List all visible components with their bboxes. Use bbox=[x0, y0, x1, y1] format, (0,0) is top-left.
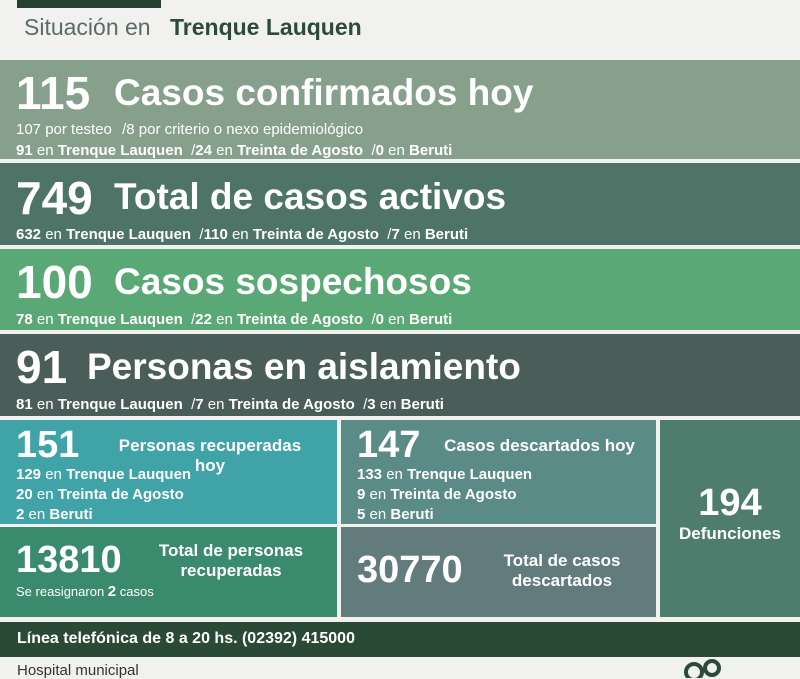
sospechosos-number: 100 bbox=[16, 256, 93, 308]
sospechosos-title: Casos sospechosos bbox=[114, 261, 472, 302]
recuperadas-row-1: 129 en Trenque Lauquen bbox=[16, 466, 192, 483]
recuperadas-title-line1: Personas recuperadas bbox=[118, 436, 302, 455]
recuperadas-number: 151 bbox=[16, 424, 80, 466]
defunciones-label: Defunciones bbox=[678, 524, 782, 543]
total-descartados-number: 30770 bbox=[357, 549, 463, 591]
header-city: Trenque Lauquen bbox=[170, 14, 362, 40]
confirmados-number: 115 bbox=[16, 67, 91, 119]
defunciones-number: 194 bbox=[698, 482, 762, 524]
total-descartados-label-line2: descartados bbox=[511, 571, 613, 590]
total-descartados-panel: 30770 Total de casos descartados bbox=[341, 527, 656, 617]
activos-title: Total de casos activos bbox=[114, 176, 507, 217]
activos-line: 632 en Trenque Lauquen /110 en Treinta d… bbox=[16, 226, 469, 243]
activos-panel: 749 Total de casos activos 632 en Trenqu… bbox=[0, 163, 800, 245]
total-recuperadas-label-line1: Total de personas bbox=[158, 541, 304, 560]
aislamiento-panel: 91 Personas en aislamiento 81 en Trenque… bbox=[0, 334, 800, 416]
page-header: Situación en Trenque Lauquen bbox=[0, 8, 800, 58]
total-descartados-label-line1: Total de casos bbox=[503, 551, 621, 570]
confirmados-line2: 91 en Trenque Lauquen /24 en Treinta de … bbox=[16, 142, 453, 159]
activos-number: 749 bbox=[16, 172, 93, 224]
recuperadas-title-line2: hoy bbox=[194, 456, 226, 475]
confirmados-line1: 107 por testeo /8 por criterio o nexo ep… bbox=[16, 121, 364, 138]
descartados-hoy-title: Casos descartados hoy bbox=[444, 436, 635, 455]
reasignaron-note: Se reasignaron 2 casos bbox=[16, 583, 154, 600]
descartados-row-1: 133 en Trenque Lauquen bbox=[357, 466, 533, 483]
phone-text: Línea telefónica de 8 a 20 hs. (02392) 4… bbox=[17, 630, 355, 647]
sospechosos-panel: 100 Casos sospechosos 78 en Trenque Lauq… bbox=[0, 249, 800, 330]
descartados-row-2: 9 en Treinta de Agosto bbox=[357, 486, 517, 503]
aislamiento-number: 91 bbox=[16, 341, 68, 393]
recuperadas-panel: 151 Personas recuperadas hoy 129 en Tren… bbox=[0, 420, 337, 524]
footer-text: Hospital municipal bbox=[17, 662, 139, 679]
descartados-row-3: 5 en Beruti bbox=[357, 506, 434, 523]
header-prefix: Situación en bbox=[24, 14, 151, 40]
total-recuperadas-number: 13810 bbox=[16, 539, 122, 581]
sospechosos-line: 78 en Trenque Lauquen /22 en Treinta de … bbox=[16, 311, 453, 328]
recuperadas-row-3: 2 en Beruti bbox=[16, 506, 93, 523]
defunciones-panel: 194 Defunciones bbox=[660, 420, 800, 617]
descartados-hoy-panel: 147 Casos descartados hoy 133 en Trenque… bbox=[341, 420, 656, 524]
phone-bar: Línea telefónica de 8 a 20 hs. (02392) 4… bbox=[0, 622, 800, 657]
total-recuperadas-label-line2: recuperadas bbox=[180, 561, 282, 580]
top-accent-bar bbox=[17, 0, 161, 8]
confirmados-title: Casos confirmados hoy bbox=[114, 72, 534, 113]
aislamiento-title: Personas en aislamiento bbox=[87, 346, 521, 387]
descartados-hoy-number: 147 bbox=[357, 424, 421, 466]
aislamiento-line: 81 en Trenque Lauquen /7 en Treinta de A… bbox=[16, 396, 444, 413]
confirmados-panel: 115 Casos confirmados hoy 107 por testeo… bbox=[0, 60, 800, 159]
total-recuperadas-panel: 13810 Total de personas recuperadas Se r… bbox=[0, 527, 337, 617]
municipal-logo-icon bbox=[684, 659, 721, 678]
recuperadas-row-2: 20 en Treinta de Agosto bbox=[16, 486, 184, 503]
